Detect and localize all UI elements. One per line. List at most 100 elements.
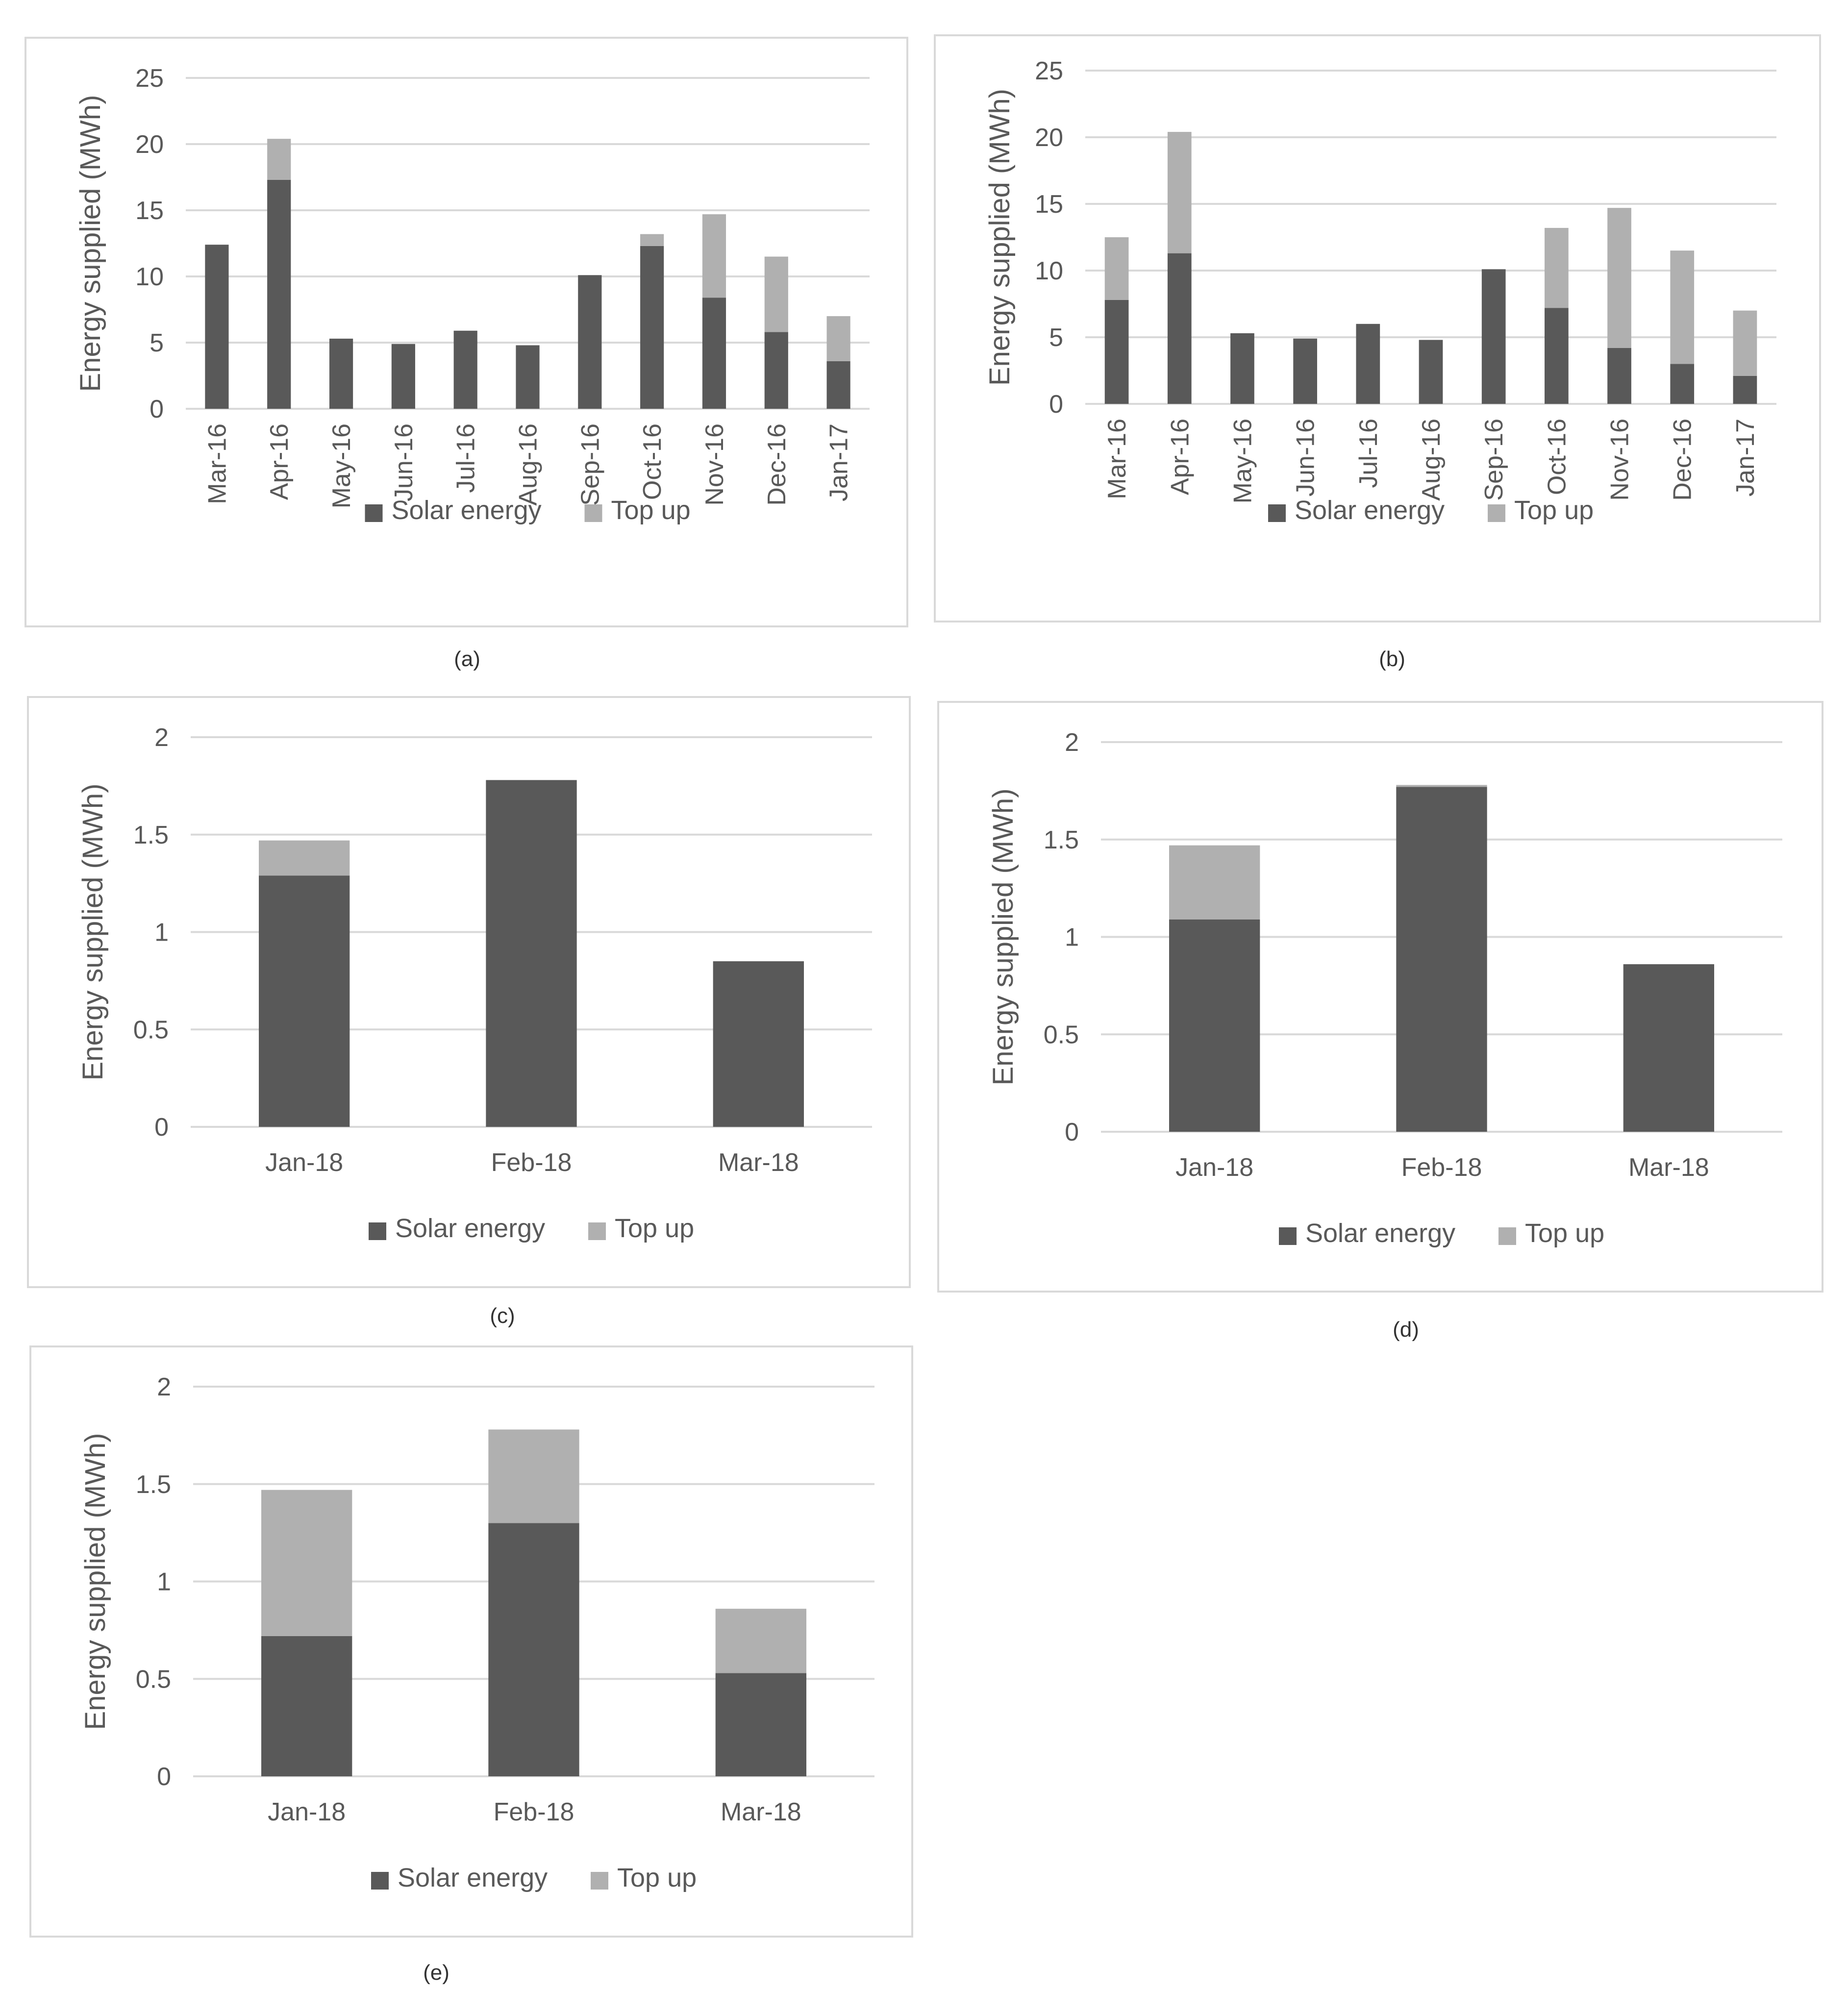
bar-solar-jan-18 <box>259 875 350 1127</box>
y-tick-label: 20 <box>135 130 164 159</box>
legend-label-solar: Solar energy <box>398 1863 548 1892</box>
y-tick-label: 5 <box>150 329 164 357</box>
y-axis-title: Energy supplied (MWh) <box>79 1433 111 1730</box>
legend-swatch-solar <box>1268 504 1286 522</box>
legend-swatch-topup <box>1488 504 1505 522</box>
y-axis-title: Energy supplied (MWh) <box>987 789 1019 1086</box>
x-tick-label: Sep-16 <box>1480 419 1508 501</box>
y-tick-label: 1.5 <box>133 821 169 849</box>
bar-solar-aug-16 <box>516 345 540 409</box>
bar-topup-dec-16 <box>764 256 788 332</box>
chart-e-svg: 0 0.5 1 1.5 2 Energy supplied (MWh) Jan-18 Feb-… <box>79 1373 874 1892</box>
legend-label-topup: Top up <box>1525 1219 1604 1248</box>
bar-solar-jan-17 <box>1733 375 1757 404</box>
legend-label-solar: Solar energy <box>1305 1219 1455 1248</box>
bar-solar-dec-16 <box>1670 364 1695 404</box>
x-tick-label: Dec-16 <box>1669 419 1697 501</box>
bar-solar-oct-16 <box>1545 308 1569 404</box>
y-tick-label: 1 <box>1065 923 1079 952</box>
caption-a: (a) <box>454 647 480 671</box>
x-tick-label: Feb-18 <box>1401 1153 1482 1182</box>
legend-swatch-topup <box>1498 1227 1516 1245</box>
caption-e: (e) <box>423 1961 450 1985</box>
x-tick-label: Jul-16 <box>1354 419 1383 488</box>
x-tick-label: Jan-18 <box>268 1798 346 1826</box>
x-tick-label: Oct-16 <box>1543 419 1571 495</box>
x-tick-label: Apr-16 <box>1166 419 1194 495</box>
bar-solar-apr-16 <box>267 179 291 409</box>
bar-topup-feb-18 <box>1396 785 1487 787</box>
chart-panel-e: 0 0.5 1 1.5 2 Energy supplied (MWh) Jan-18 Feb-… <box>29 1345 913 1938</box>
x-tick-label: Jan-17 <box>825 423 853 501</box>
bar-solar-sep-16 <box>1481 269 1506 404</box>
y-tick-label: 15 <box>135 197 164 225</box>
bar-solar-feb-18 <box>486 780 577 1127</box>
bar-solar-jan-18 <box>1169 919 1260 1132</box>
legend-swatch-topup <box>591 1872 608 1890</box>
bar-solar-sep-16 <box>578 275 602 409</box>
x-tick-label: Dec-16 <box>763 423 791 506</box>
legend-label-solar: Solar energy <box>1295 496 1445 525</box>
x-tick-label: Mar-18 <box>718 1148 799 1177</box>
x-tick-label: Feb-18 <box>494 1798 574 1826</box>
bar-solar-jul-16 <box>453 330 477 409</box>
bar-solar-jun-16 <box>1293 338 1317 404</box>
legend-swatch-topup <box>588 1222 606 1240</box>
x-tick-label: Jan-17 <box>1731 419 1760 497</box>
bar-solar-apr-16 <box>1167 253 1192 404</box>
bar-topup-nov-16 <box>1607 208 1631 348</box>
legend-swatch-solar <box>369 1222 386 1240</box>
x-tick-label: Sep-16 <box>576 423 604 506</box>
bar-solar-feb-18 <box>1396 787 1487 1132</box>
y-tick-label: 15 <box>1035 190 1063 219</box>
bar-solar-jan-18 <box>261 1636 352 1776</box>
x-tick-label: Nov-16 <box>1606 419 1634 501</box>
bar-topup-oct-16 <box>640 234 664 246</box>
x-tick-label: Jun-16 <box>390 423 418 501</box>
bar-solar-mar-18 <box>715 1673 806 1776</box>
bar-solar-may-16 <box>1230 333 1254 404</box>
bar-solar-mar-18 <box>713 961 804 1127</box>
bar-topup-jan-17 <box>1733 310 1757 376</box>
y-tick-label: 20 <box>1035 124 1063 152</box>
bar-topup-feb-18 <box>488 1429 579 1523</box>
bar-topup-mar-18 <box>715 1609 806 1673</box>
legend-swatch-solar <box>1279 1227 1297 1245</box>
legend-label-topup: Top up <box>617 1863 697 1892</box>
bar-solar-jan-17 <box>826 361 850 409</box>
x-tick-label: Mar-16 <box>1103 419 1131 499</box>
chart-panel-b: 0 5 10 15 20 25 Energy supplied (MWh) Mar-16 Apr… <box>934 34 1821 622</box>
chart-a-svg: 0 5 10 15 20 25 Energy supplied (MWh) Mar-16 Apr… <box>75 64 870 525</box>
x-tick-label: Mar-18 <box>1628 1153 1709 1182</box>
y-tick-label: 0.5 <box>136 1665 171 1693</box>
x-tick-label: Apr-16 <box>265 423 294 500</box>
chart-panel-d: 0 0.5 1 1.5 2 Energy supplied (MWh) Jan-18 Feb-… <box>937 701 1823 1293</box>
caption-c: (c) <box>490 1304 515 1328</box>
bar-topup-apr-16 <box>267 139 291 180</box>
bar-solar-mar-16 <box>1104 299 1129 404</box>
x-tick-label: Oct-16 <box>638 423 667 500</box>
x-tick-label: Jan-18 <box>1175 1153 1253 1182</box>
bar-topup-apr-16 <box>1167 132 1192 253</box>
legend-swatch-solar <box>365 504 383 522</box>
y-tick-label: 1.5 <box>136 1470 171 1499</box>
y-tick-label: 25 <box>135 64 164 93</box>
legend-label-solar: Solar energy <box>392 496 542 525</box>
bar-solar-jul-16 <box>1356 324 1380 404</box>
bar-solar-may-16 <box>329 338 353 409</box>
legend-swatch-topup <box>584 504 602 522</box>
legend-swatch-solar <box>371 1872 389 1890</box>
y-tick-label: 10 <box>1035 257 1063 285</box>
bar-solar-nov-16 <box>1607 348 1631 404</box>
bar-topup-oct-16 <box>1545 227 1569 308</box>
y-tick-label: 25 <box>1035 57 1063 85</box>
caption-d: (d) <box>1393 1318 1419 1342</box>
legend-label-topup: Top up <box>615 1214 694 1243</box>
bar-solar-oct-16 <box>640 246 664 409</box>
chart-d-svg: 0 0.5 1 1.5 2 Energy supplied (MWh) Jan-18 Feb-… <box>987 728 1782 1248</box>
bar-solar-mar-18 <box>1623 964 1714 1132</box>
y-tick-label: 2 <box>1065 728 1079 757</box>
x-tick-label: May-16 <box>327 423 356 508</box>
y-tick-label: 0.5 <box>1044 1020 1079 1049</box>
x-tick-label: Mar-18 <box>721 1798 801 1826</box>
